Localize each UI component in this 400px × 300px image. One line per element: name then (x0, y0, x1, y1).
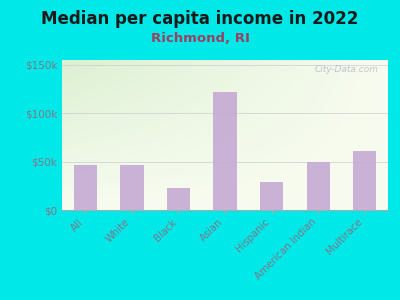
Bar (120, 166, 144, 210)
Bar (167, 188, 190, 210)
Text: Richmond, RI: Richmond, RI (150, 32, 250, 44)
Bar (74, 166, 97, 210)
Bar (260, 182, 283, 210)
Bar (306, 162, 330, 210)
Text: City-Data.com: City-Data.com (314, 64, 378, 74)
Text: Median per capita income in 2022: Median per capita income in 2022 (41, 11, 359, 28)
Bar (213, 92, 237, 210)
Bar (353, 151, 376, 210)
